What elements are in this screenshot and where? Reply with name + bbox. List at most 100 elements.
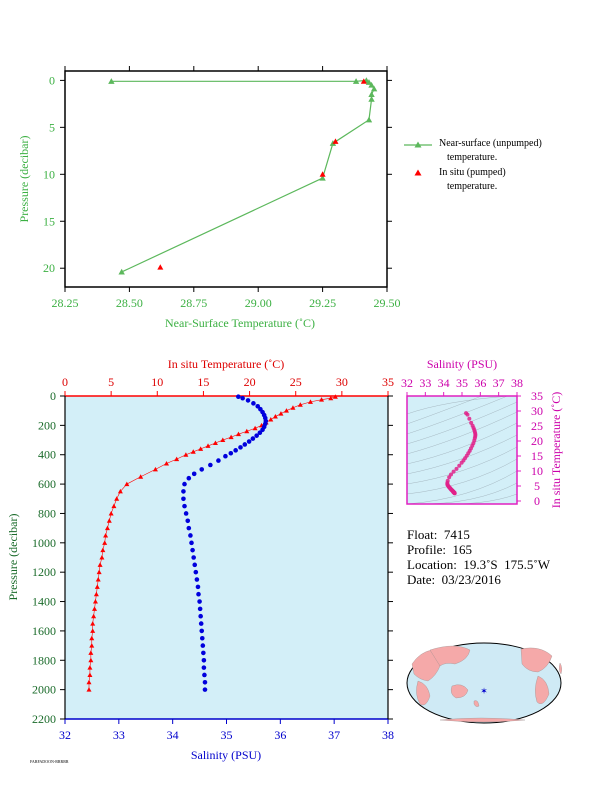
density-contour [407,434,517,475]
c2-y-tick-label: 800 [38,506,56,520]
in-situ-point [332,138,339,144]
near-surface-point [370,85,378,92]
date: Date: 03/23/2016 [407,572,501,587]
density-contour [430,493,517,504]
temperature-point [117,488,123,494]
c3-x-tick-label: 37 [493,376,505,390]
salinity-point [183,511,189,516]
c2-y-tick-label: 600 [38,477,56,491]
density-contour [407,470,517,504]
temperature-point [106,518,112,523]
c3-y-tick-label: 35 [531,389,543,403]
salinity-point [189,540,194,546]
density-contour [407,458,517,495]
c3-y-tick-label: 30 [531,404,543,418]
c2-temp-tick-label: 20 [244,375,256,389]
c3-x-tick-label: 38 [511,376,523,390]
salinity-point [250,436,256,441]
c2-y-tick-label: 1400 [32,595,56,609]
c2-y-tick-label: 1800 [32,653,56,667]
temperature-point [86,687,92,692]
temperature-point [97,562,103,567]
salinity-point [202,672,207,678]
c2-y-tick-label: 2200 [32,712,56,726]
world-map: ✶ [406,642,562,724]
salinity-point [191,555,196,560]
ts-point [447,475,452,480]
c3-x-tick-label: 34 [438,376,450,390]
salinity-point [254,433,259,438]
ts-point [449,472,453,477]
location: Location: 19.3˚S 175.5˚W [407,557,550,572]
salinity-point [198,621,204,626]
temperature-point [87,672,93,677]
c1-x-tick-label: 28.25 [52,296,79,310]
c1-xlabel: Near-Surface Temperature (˚C) [165,316,315,330]
temperature-point [297,402,303,407]
legend-marker-in-situ [414,169,422,176]
salinity-point [257,430,263,436]
salinity-point [199,635,205,641]
profile-number: Profile: 165 [407,542,472,557]
temperature-point [174,456,180,462]
temperature-point [90,621,96,626]
temperature-point [198,446,204,451]
temperature-point [95,577,101,582]
salinity-point [194,577,200,582]
c3-y-tick-label: 10 [531,464,543,478]
c2-y-tick-label: 1200 [32,565,56,579]
c2-y-tick-label: 1600 [32,624,56,638]
temperature-point [307,399,313,404]
salinity-point [190,547,195,553]
salinity-point [188,533,193,538]
salinity-point [251,401,256,406]
salinity-point [216,458,221,463]
c2-temp-tick-label: 10 [151,375,163,389]
temperature-point [190,449,196,454]
ts-point [457,463,462,468]
c1-y-tick-label: 10 [43,167,55,181]
temperature-point [92,599,98,604]
temperature-point [91,613,97,619]
temperature-point [87,665,93,670]
salinity-point [236,394,241,400]
salinity-point [186,525,192,531]
near-surface-temperature-chart: 28.25 28.50 28.75 29.00 29.25 29.50 0 5 10 15 20 N… [17,66,401,330]
salinity-point [199,467,205,472]
ts-point [452,491,457,496]
c2-temp-tick-label: 35 [382,375,394,389]
c3-right-label: In situ Temperature (˚C) [549,392,563,509]
salinity-point [191,471,197,477]
c3-y-tick-label: 0 [534,494,540,508]
salinity-point [200,643,206,648]
c2-series [86,394,338,692]
salinity-point [233,448,238,453]
temperature-point [328,395,334,401]
salinity-point [182,481,187,487]
temperature-point [111,503,117,509]
temperature-point [94,584,100,589]
c1-legend [404,141,432,176]
salinity-point [208,462,213,468]
legend-marker-near-surface [414,141,422,148]
c2-temp-tick-label: 5 [108,375,114,389]
legend-label-in-situ-2: temperature. [447,181,498,192]
c2-y-tick-label: 400 [38,448,56,462]
salinity-point [195,584,201,590]
c2-sal-tick-label: 34 [167,728,179,742]
temperature-point [92,606,98,611]
salinity-point [240,395,245,401]
near-surface-point [365,79,373,85]
density-contour [407,401,517,445]
c2-bottom-label: Salinity (PSU) [191,748,261,762]
salinity-point [238,445,243,450]
salinity-point [185,518,191,524]
temperature-point [124,481,130,487]
salinity-point [202,687,208,692]
salinity-point [242,442,248,447]
legend-label-near-surface-2: temperature. [447,152,498,163]
temperature-point [183,452,189,457]
salinity-point [228,450,234,456]
